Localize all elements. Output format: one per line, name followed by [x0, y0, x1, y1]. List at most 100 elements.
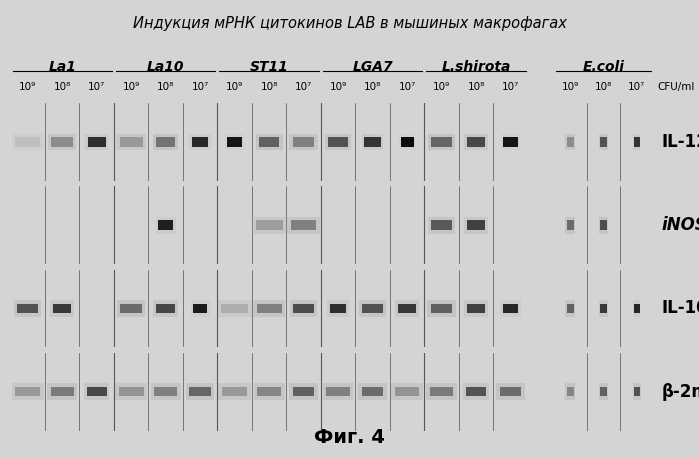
Text: E.coli: E.coli [582, 60, 625, 74]
Bar [186, 383, 215, 400]
Bar [634, 304, 640, 313]
Bar [503, 137, 518, 147]
Text: 10⁹: 10⁹ [19, 82, 36, 93]
Bar [189, 134, 211, 150]
Bar [221, 304, 248, 313]
Bar [84, 383, 110, 400]
Bar [225, 134, 244, 150]
Bar [395, 387, 419, 396]
Bar [599, 217, 608, 234]
Text: Индукция мРНК цитокинов LAB в мышиных макрофагах: Индукция мРНК цитокинов LAB в мышиных ма… [133, 16, 566, 31]
Bar [427, 300, 456, 317]
Bar [15, 137, 40, 147]
Bar [503, 304, 518, 313]
Bar [289, 383, 318, 400]
Bar [633, 134, 640, 150]
Text: ST11: ST11 [250, 60, 289, 74]
Bar [51, 137, 73, 147]
Bar [391, 383, 423, 400]
Bar [189, 387, 211, 396]
Bar [117, 300, 145, 317]
Bar [154, 387, 178, 396]
Text: 10⁷: 10⁷ [88, 82, 106, 93]
Bar [599, 300, 608, 317]
Bar [359, 383, 387, 400]
Bar [323, 383, 353, 400]
Bar [48, 134, 76, 150]
Text: 10⁸: 10⁸ [261, 82, 278, 93]
Bar [252, 217, 287, 234]
Text: 10⁷: 10⁷ [192, 82, 209, 93]
Text: CFU/ml: CFU/ml [657, 82, 694, 93]
Bar [156, 304, 175, 313]
Bar [120, 304, 142, 313]
Text: β-2m: β-2m [662, 382, 699, 401]
Text: 10⁸: 10⁸ [54, 82, 71, 93]
Bar [426, 383, 456, 400]
Bar [325, 134, 351, 150]
Text: 10⁹: 10⁹ [561, 82, 579, 93]
Bar [500, 387, 521, 396]
Bar [150, 383, 181, 400]
Bar [158, 220, 173, 230]
Text: iNOS: iNOS [662, 216, 699, 234]
Bar [53, 304, 71, 313]
Bar [293, 387, 315, 396]
Text: 10⁸: 10⁸ [364, 82, 381, 93]
Bar [120, 137, 143, 147]
Bar [290, 300, 317, 317]
Text: L.shirota: L.shirota [441, 60, 511, 74]
Bar [600, 387, 607, 396]
Bar [633, 300, 640, 317]
Bar [287, 217, 319, 234]
Bar [259, 137, 280, 147]
Bar [566, 387, 574, 396]
Bar [599, 134, 608, 150]
Bar [361, 387, 384, 396]
Bar [12, 134, 44, 150]
Bar [254, 383, 284, 400]
Bar [12, 383, 44, 400]
Bar [87, 387, 106, 396]
Text: 10⁸: 10⁸ [157, 82, 174, 93]
Bar [600, 137, 607, 147]
Bar [464, 300, 488, 317]
Bar [329, 137, 348, 147]
Text: 10⁹: 10⁹ [329, 82, 347, 93]
Bar [153, 300, 178, 317]
Text: La1: La1 [48, 60, 76, 74]
Text: La10: La10 [147, 60, 185, 74]
Bar [219, 383, 251, 400]
Bar [291, 220, 316, 230]
Bar [401, 137, 414, 147]
Text: 10⁷: 10⁷ [398, 82, 416, 93]
Bar [467, 220, 485, 230]
Text: 10⁸: 10⁸ [468, 82, 484, 93]
Bar [50, 387, 74, 396]
Text: 10⁹: 10⁹ [122, 82, 140, 93]
Bar [600, 220, 607, 230]
Bar [17, 304, 38, 313]
Bar [119, 387, 143, 396]
Bar [294, 304, 314, 313]
Bar [47, 383, 78, 400]
Bar [116, 134, 146, 150]
Bar [464, 217, 488, 234]
Bar [156, 217, 175, 234]
Bar [600, 304, 607, 313]
Bar [395, 300, 419, 317]
Bar [634, 387, 640, 396]
Bar [222, 387, 247, 396]
Bar [153, 134, 178, 150]
Bar [566, 220, 574, 230]
Bar [191, 300, 210, 317]
Bar [257, 387, 281, 396]
Text: 10⁷: 10⁷ [295, 82, 312, 93]
Bar [359, 300, 386, 317]
Bar [428, 134, 455, 150]
Bar [566, 304, 574, 313]
Bar [362, 304, 383, 313]
Bar [634, 137, 640, 147]
Bar [467, 304, 485, 313]
Text: Фиг. 4: Фиг. 4 [314, 428, 385, 447]
